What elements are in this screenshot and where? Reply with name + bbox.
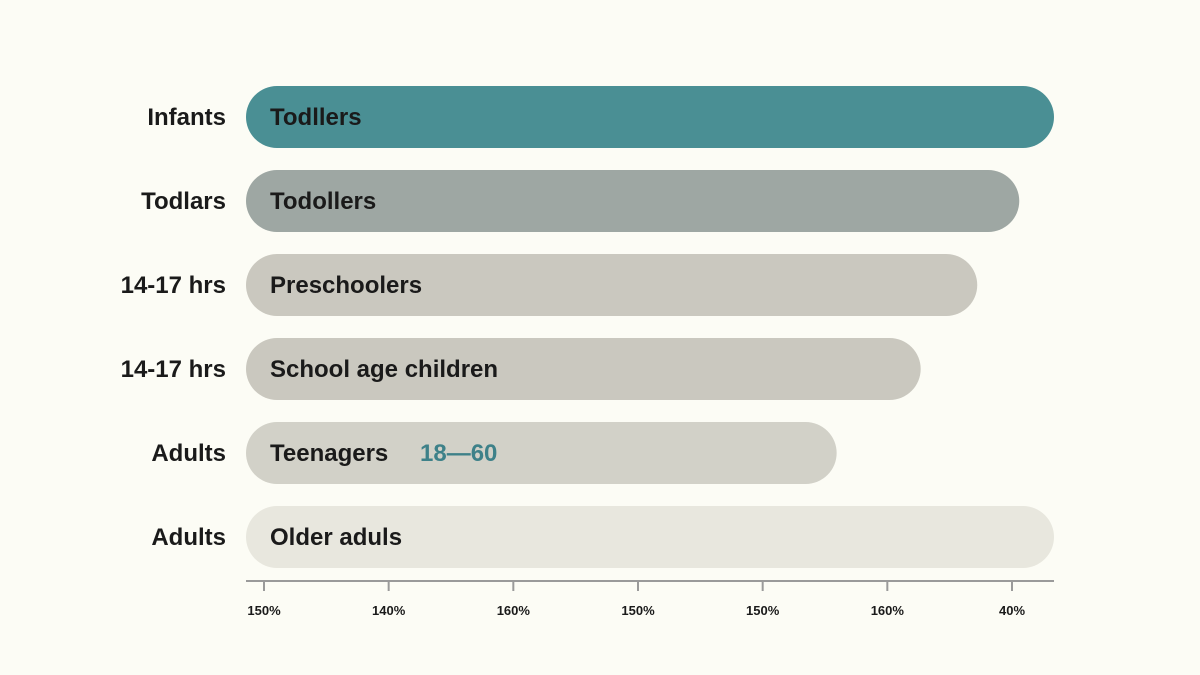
row-label: Adults — [151, 524, 226, 551]
bar — [246, 506, 1054, 568]
x-tick-label: 150% — [621, 603, 655, 618]
chart-rows: Infants Todllers Todlars Todollers 14-17 hrs… — [121, 86, 1054, 568]
bar-note: 18—60 — [420, 440, 497, 467]
bar-label: School age children — [270, 356, 498, 383]
x-axis: 150% 140% 160% 150% 150% 160% 40% — [246, 580, 1054, 618]
bar-row: 14-17 hrs School age children — [121, 338, 921, 400]
row-label: Adults — [151, 440, 226, 467]
bar-label: Todllers — [270, 104, 362, 131]
bar — [246, 338, 921, 400]
x-tick-label: 40% — [999, 603, 1025, 618]
bar-label: Preschoolers — [270, 272, 422, 299]
bar-label: Teenagers — [270, 440, 388, 467]
row-label: Infants — [147, 104, 226, 131]
bar-row: Infants Todllers — [147, 86, 1054, 148]
bar — [246, 86, 1054, 148]
bar-label: Older aduls — [270, 524, 402, 551]
x-tick-label: 150% — [247, 603, 281, 618]
x-tick-label: 160% — [497, 603, 531, 618]
bar — [246, 422, 837, 484]
bar-row: Adults Older aduls — [151, 506, 1054, 568]
bar — [246, 170, 1020, 232]
bar — [246, 254, 978, 316]
x-tick-label: 140% — [372, 603, 406, 618]
bar-row: 14-17 hrs Preschoolers — [121, 254, 978, 316]
bar-label: Todollers — [270, 188, 376, 215]
x-tick-label: 160% — [871, 603, 905, 618]
row-label: 14-17 hrs — [121, 356, 226, 383]
row-label: Todlars — [141, 188, 226, 215]
x-tick-label: 150% — [746, 603, 780, 618]
bar-row: Adults Teenagers 18—60 — [151, 422, 837, 484]
bar-row: Todlars Todollers — [141, 170, 1020, 232]
row-label: 14-17 hrs — [121, 272, 226, 299]
